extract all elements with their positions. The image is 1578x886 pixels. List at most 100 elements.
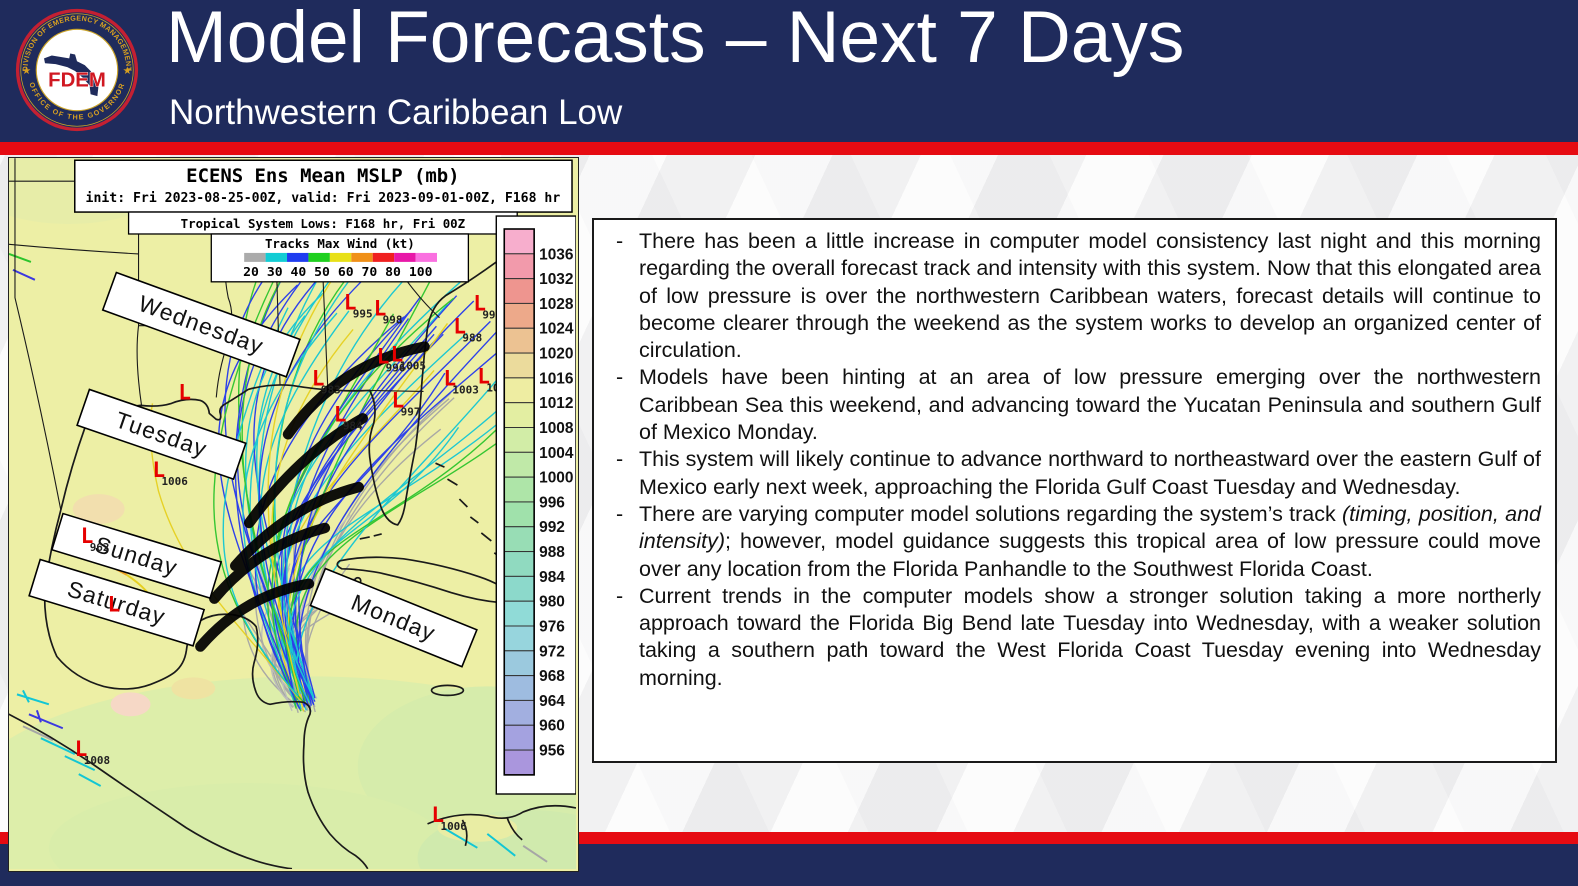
forecast-map: SaturdaySundayMondayTuesdayWednesdayL999… (0, 148, 657, 886)
svg-text:1005: 1005 (400, 360, 426, 373)
svg-text:997: 997 (401, 405, 421, 418)
colorbar-tick: 964 (539, 693, 565, 710)
svg-text:998: 998 (383, 314, 403, 327)
svg-text:L: L (81, 524, 94, 548)
day-position-arcs (195, 341, 430, 652)
bullet-list: - There has been a little increase in com… (594, 220, 1555, 692)
colorbar-tick: 984 (539, 569, 565, 586)
svg-text:962: 962 (90, 541, 110, 554)
colorbar-tick: 1012 (539, 395, 573, 412)
slide-subtitle: Northwestern Caribbean Low (169, 93, 623, 132)
colorbar-tick: 988 (539, 544, 565, 561)
bullet-text: There has been a little increase in comp… (639, 229, 1541, 363)
svg-text:983: 983 (321, 383, 341, 396)
svg-text:L: L (344, 291, 357, 315)
colorbar-tick: 1000 (539, 470, 573, 487)
map-title-boxes: ECENS Ens Mean MSLP (mb) init: Fri 2023-0… (74, 159, 573, 283)
logo-acronym: FDEM (48, 69, 106, 91)
fdem-logo: DIVISION OF EMERGENCY MANAGEMENT OFFICE … (13, 4, 141, 136)
logo-star-right: ★ (123, 65, 133, 77)
wind-legend-swatch (308, 252, 330, 262)
colorbar-tick: 1024 (539, 321, 574, 338)
svg-text:L: L (391, 343, 404, 367)
svg-text:Tracks Max Wind (kt): Tracks Max Wind (kt) (265, 236, 415, 251)
colorbar-tick: 1020 (539, 346, 573, 363)
colorbar-tick: 960 (539, 718, 565, 735)
svg-text:L: L (392, 388, 405, 412)
header-band (0, 0, 1578, 142)
colorbar-tick: 972 (539, 643, 565, 660)
svg-text:L: L (374, 297, 387, 321)
colorbar-tick: 1028 (539, 296, 574, 313)
colorbar-tick: 956 (539, 743, 565, 760)
colorbar-tick: 980 (539, 594, 565, 611)
svg-text:L: L (334, 402, 347, 426)
svg-text:984: 984 (343, 419, 363, 432)
wind-legend-swatch (244, 252, 266, 262)
slide-title: Model Forecasts – Next 7 Days (166, 0, 1185, 78)
colorbar-tick: 1036 (539, 246, 574, 263)
bullet-text: There are varying computer model solutio… (639, 501, 1342, 526)
svg-text:1006: 1006 (440, 820, 466, 833)
colorbar-tick: 1008 (539, 420, 574, 437)
svg-text:ECENS Ens Mean MSLP (mb): ECENS Ens Mean MSLP (mb) (186, 165, 459, 187)
bullet-item: - Models have been hinting at an area of … (594, 364, 1555, 446)
bullet-text: Models have been hinting at an area of l… (639, 365, 1541, 445)
svg-text:988: 988 (462, 332, 482, 345)
bullet-item: - This system will likely continue to adv… (594, 446, 1555, 501)
bullet-dash: - (616, 501, 624, 526)
svg-text:995: 995 (353, 308, 373, 321)
colorbar-tick: 992 (539, 519, 565, 536)
svg-text:1006: 1006 (161, 475, 187, 488)
svg-text:L: L (443, 366, 456, 390)
wind-legend-swatch (372, 252, 395, 262)
wind-barbs (8, 252, 548, 863)
colorbar-tick: 1004 (539, 445, 574, 462)
colorbar-tick: 968 (539, 668, 565, 685)
colorbar-tick: 1016 (539, 370, 574, 387)
svg-text:996: 996 (386, 362, 406, 375)
wind-legend-swatch (394, 252, 416, 262)
fdem-seal-icon: DIVISION OF EMERGENCY MANAGEMENT OFFICE … (15, 8, 139, 132)
svg-text:L: L (453, 315, 466, 339)
low-marker: L (108, 593, 121, 617)
wind-legend-swatch (287, 252, 309, 262)
bullet-dash: - (616, 583, 624, 608)
wind-legend-swatch (351, 252, 373, 262)
bullet-item: - There are varying computer model soluti… (594, 501, 1555, 583)
florida-silhouette (44, 53, 99, 97)
svg-text:Tropical System Lows: F168 hr,: Tropical System Lows: F168 hr, Fri 00Z (181, 216, 466, 231)
wind-legend-swatch (415, 252, 437, 262)
svg-text:L: L (477, 364, 490, 388)
discussion-panel: - There has been a little increase in com… (592, 218, 1557, 763)
svg-text:20 30 40 50 60 70 80 100: 20 30 40 50 60 70 80 100 (243, 264, 432, 279)
low-marker: L (178, 380, 191, 404)
colorbar-tick: 976 (539, 618, 565, 635)
bullet-dash: - (616, 447, 624, 472)
logo-star-left: ★ (22, 65, 32, 77)
svg-text:L: L (75, 737, 88, 761)
svg-text:L: L (108, 593, 121, 617)
wind-legend-swatch (265, 252, 288, 262)
bullet-item: - Current trends in the computer models s… (594, 583, 1555, 692)
bullet-text: ; however, model guidance suggests this … (639, 529, 1541, 581)
bullet-text: Current trends in the computer models sh… (639, 583, 1541, 690)
svg-text:1003: 1003 (452, 383, 478, 396)
bullet-dash: - (616, 229, 624, 253)
colorbar-tick: 1032 (539, 271, 573, 288)
svg-text:L: L (178, 380, 191, 404)
svg-text:L: L (312, 366, 325, 390)
day-label: Sunday (50, 512, 223, 600)
forecast-map-svg: SaturdaySundayMondayTuesdayWednesdayL999… (0, 148, 657, 886)
